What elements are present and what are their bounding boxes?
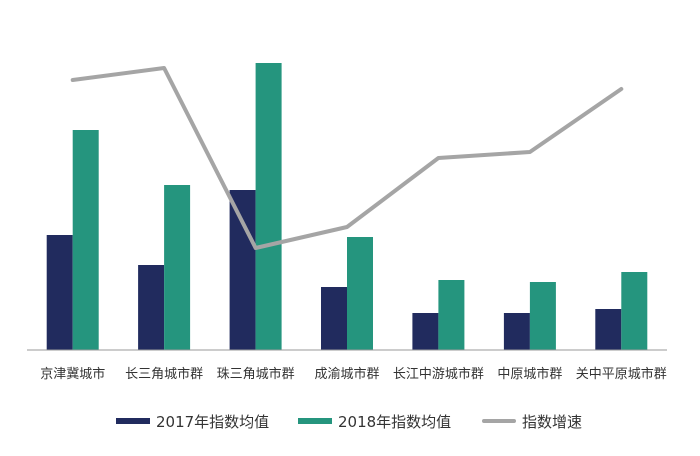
bar-2018-4 (438, 280, 465, 350)
legend-swatch-growth (482, 419, 516, 423)
bar-2018-2 (255, 63, 282, 350)
legend-item-growth: 指数增速 (482, 408, 582, 434)
bars-group (46, 63, 648, 350)
category-labels: 京津冀城市 长三角城市群 珠三角城市群 成渝城市群 长江中游城市群 中原城市群 关中平原城市… (40, 366, 667, 382)
category-label-3: 成渝城市群 (314, 366, 379, 382)
bar-2017-3 (321, 287, 347, 350)
legend-swatch-2017 (116, 418, 150, 424)
bar-2017-0 (46, 235, 73, 350)
legend-item-2018: 2018年指数均值 (298, 408, 451, 434)
category-label-6: 关中平原城市群 (576, 366, 667, 382)
legend-label-growth: 指数增速 (522, 412, 583, 431)
bar-2017-6 (595, 309, 622, 350)
bar-2017-2 (229, 190, 256, 350)
legend: 2017年指数均值 2018年指数均值 指数增速 (0, 408, 700, 434)
legend-label-2018: 2018年指数均值 (338, 412, 452, 431)
legend-swatch-2018 (298, 418, 332, 424)
category-label-0: 京津冀城市 (40, 366, 105, 382)
legend-label-2017: 2017年指数均值 (156, 412, 270, 431)
category-label-5: 中原城市群 (497, 366, 562, 382)
category-label-2: 珠三角城市群 (217, 366, 295, 382)
bar-2018-5 (529, 282, 556, 350)
category-label-4: 长江中游城市群 (393, 366, 484, 382)
bar-2017-1 (138, 265, 165, 350)
bar-2017-4 (412, 313, 439, 350)
bar-2017-5 (503, 313, 530, 350)
legend-item-2017: 2017年指数均值 (116, 408, 269, 434)
bar-2018-1 (164, 185, 191, 350)
bar-2018-0 (72, 130, 99, 350)
bar-2018-3 (347, 237, 373, 350)
bar-2018-6 (621, 272, 648, 350)
growth-series-line (70, 66, 624, 250)
category-label-1: 长三角城市群 (125, 366, 203, 382)
